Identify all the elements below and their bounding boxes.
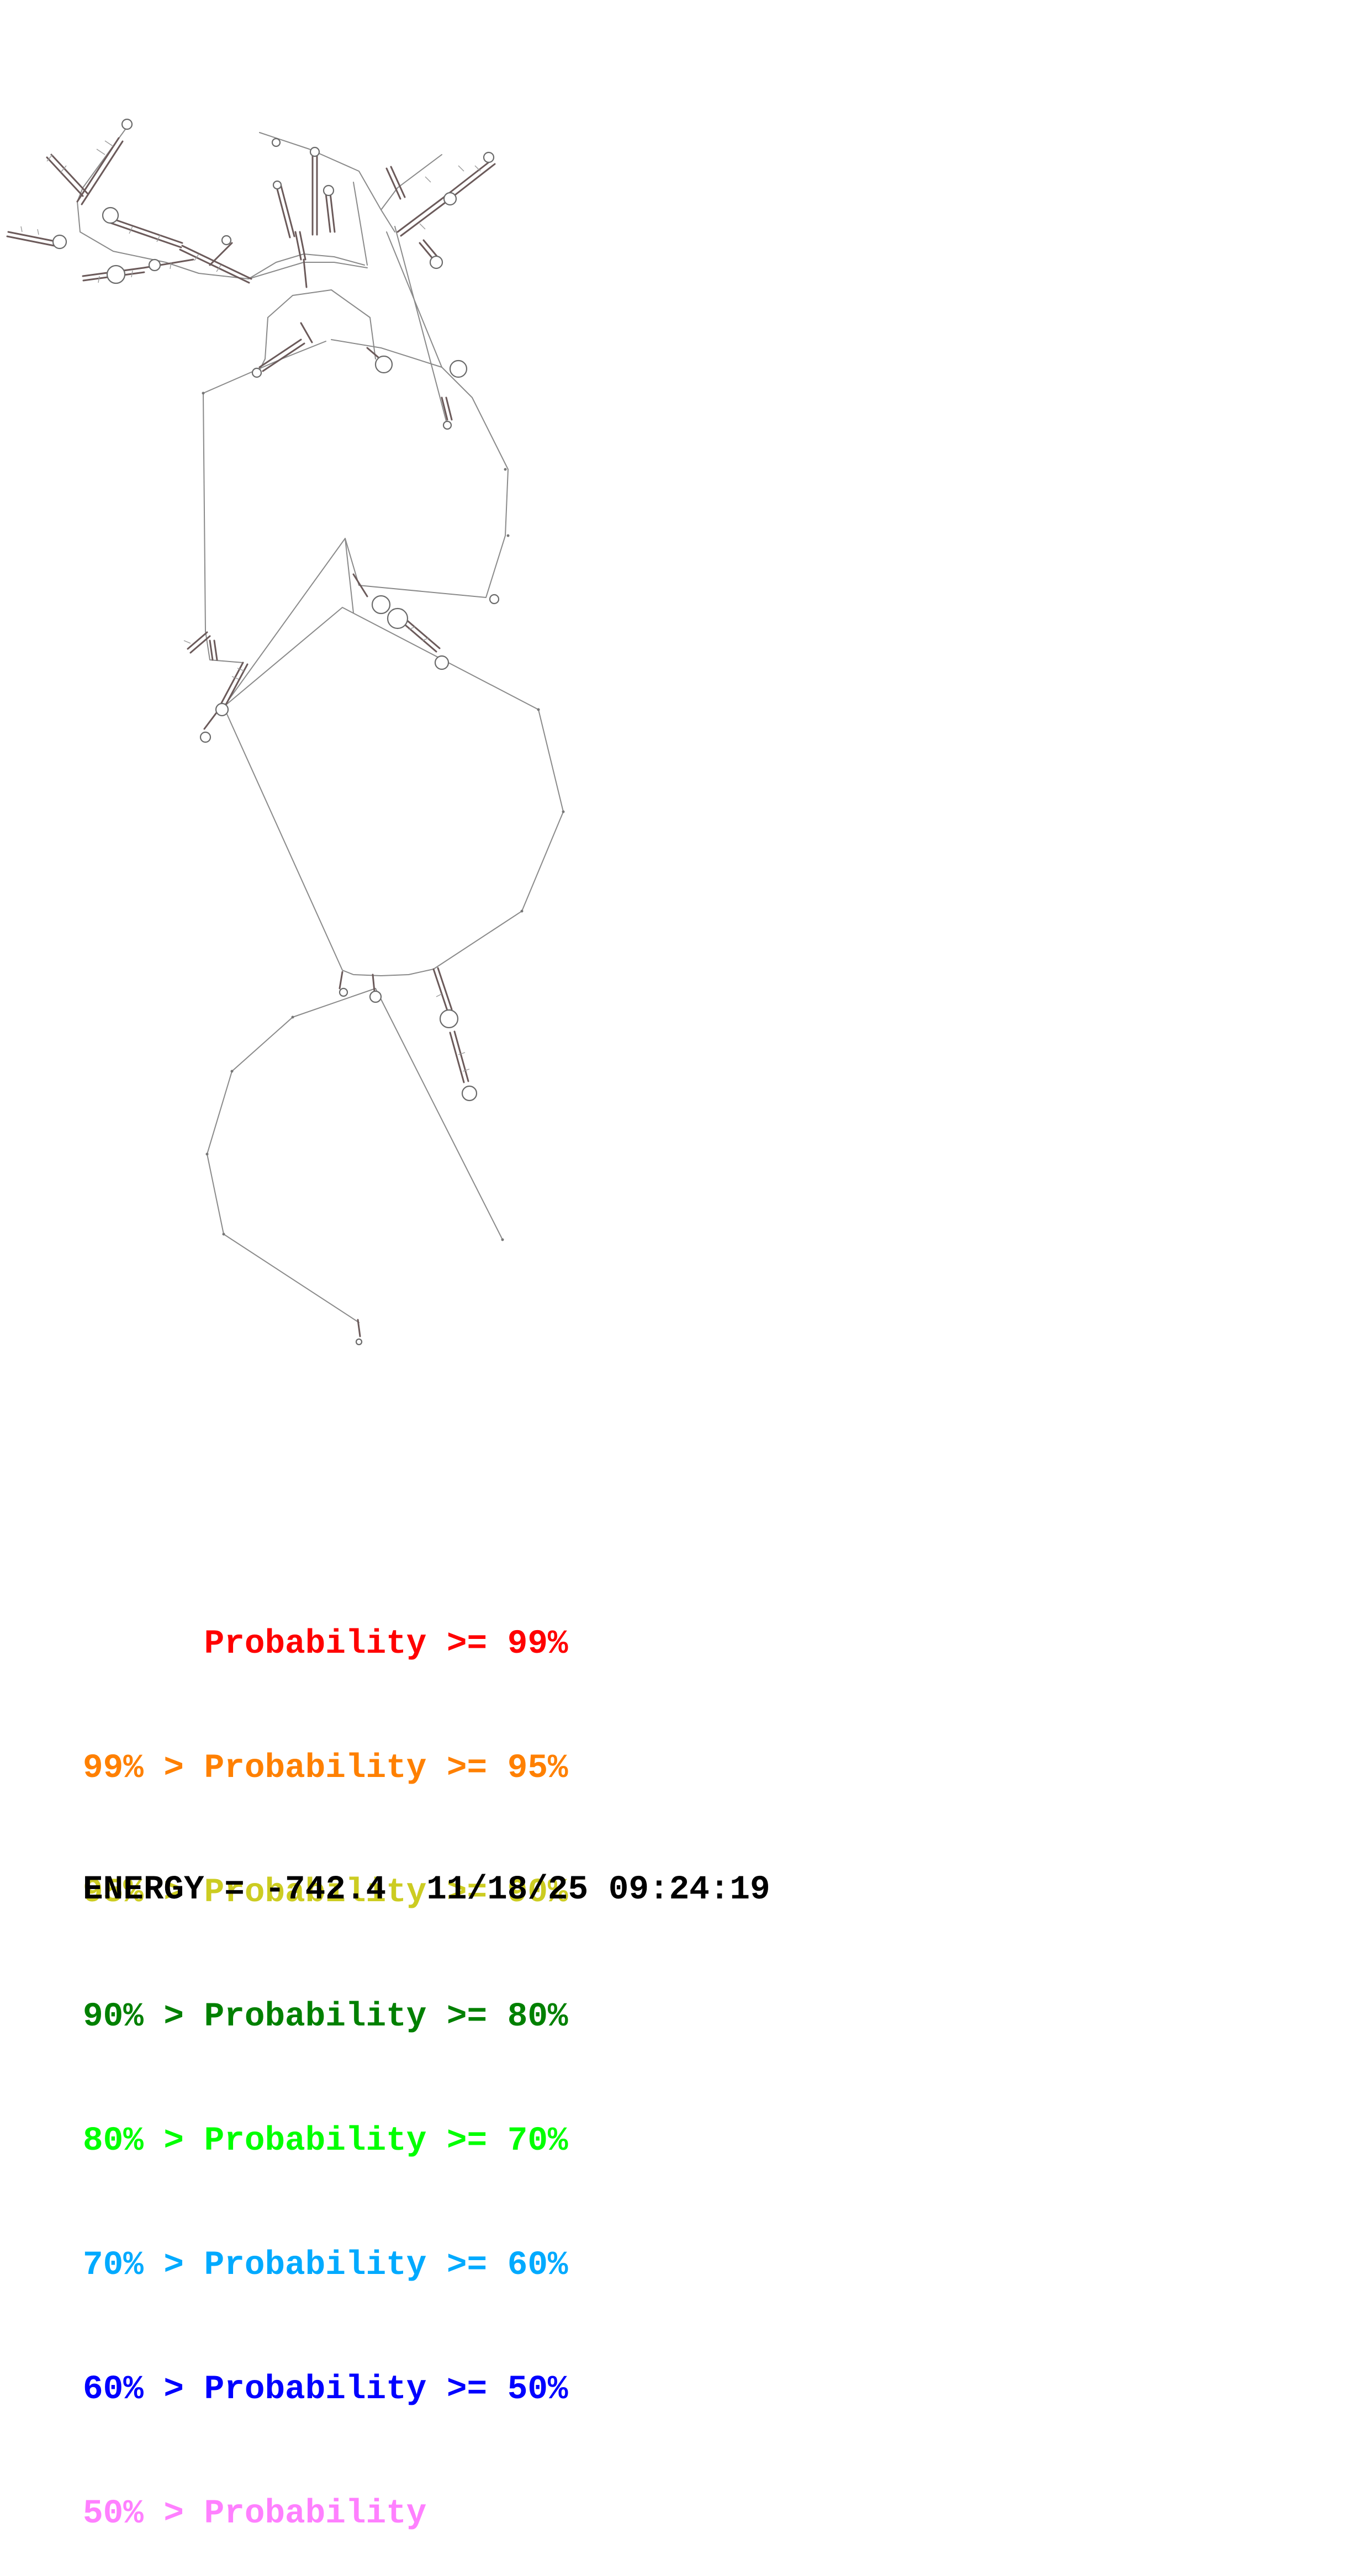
hairpin-loop xyxy=(272,180,282,190)
hairpin-loop xyxy=(52,234,67,250)
helix xyxy=(262,342,305,372)
helix xyxy=(422,239,438,258)
hairpin-loop xyxy=(371,595,391,615)
helix xyxy=(303,258,308,288)
helix xyxy=(179,248,250,284)
helix xyxy=(437,967,453,1011)
helix xyxy=(209,639,214,661)
helix xyxy=(449,1032,465,1083)
junction-dots xyxy=(202,392,565,1241)
hairpin-loop xyxy=(339,987,348,997)
helix xyxy=(432,968,448,1012)
hairpin-loop xyxy=(442,420,452,430)
helix xyxy=(400,202,446,237)
rna-structure-diagram xyxy=(6,118,565,1346)
helix xyxy=(419,242,435,261)
hairpin-loop xyxy=(121,118,133,130)
helix xyxy=(209,242,233,266)
hairpin-loop xyxy=(449,359,468,378)
helix xyxy=(445,396,453,421)
helix xyxy=(224,663,249,707)
helix xyxy=(181,245,252,280)
hairpin-loop xyxy=(102,207,119,224)
hairpin-loop xyxy=(251,367,262,378)
hairpin-loop xyxy=(309,146,320,157)
helix xyxy=(46,156,84,197)
helix xyxy=(279,183,295,237)
hairpin-loop xyxy=(271,137,281,147)
legend-item: 80% > Probability >= 70% xyxy=(83,2122,568,2160)
legend-item: 50% > Probability xyxy=(83,2495,427,2533)
hairpin-loop xyxy=(483,151,495,163)
energy-footer: ENERGY = -742.4 11/18/25 09:24:19 xyxy=(83,1871,770,1909)
helix xyxy=(299,231,306,261)
helix xyxy=(339,971,343,990)
helix xyxy=(258,338,302,368)
helix xyxy=(220,662,244,705)
helix xyxy=(109,217,183,244)
hairpin-loop xyxy=(489,594,500,605)
helix xyxy=(76,137,120,203)
legend-item: 95% > Probability >= 90% xyxy=(83,1874,568,1912)
rna-hairpin-loops xyxy=(52,118,500,1346)
hairpin-loop xyxy=(215,702,229,717)
legend-item: 60% > Probability >= 50% xyxy=(83,2371,568,2409)
hairpin-loop xyxy=(106,265,126,284)
helix xyxy=(6,235,64,248)
helix xyxy=(453,1030,469,1082)
hairpin-loop xyxy=(221,235,232,246)
hairpin-loop xyxy=(443,192,457,206)
helix xyxy=(397,198,443,233)
hairpin-loop xyxy=(199,731,212,743)
legend-item: 99% > Probability >= 95% xyxy=(83,1749,568,1787)
hairpin-loop xyxy=(434,655,450,670)
legend-item: 90% > Probability >= 80% xyxy=(83,1998,568,2036)
helix xyxy=(213,639,218,661)
hairpin-loop xyxy=(355,1338,363,1346)
helix xyxy=(372,974,376,992)
hairpin-loop xyxy=(323,184,335,197)
hairpin-loop xyxy=(148,258,161,272)
legend-item: 70% > Probability >= 60% xyxy=(83,2246,568,2284)
probability-legend: Probability >= 99% 99% > Probability >= … xyxy=(83,1541,568,2576)
base-pair-ticks xyxy=(20,140,481,1072)
hairpin-loop xyxy=(461,1085,478,1102)
helix xyxy=(187,631,208,650)
hairpin-loop xyxy=(374,355,393,374)
helix xyxy=(50,154,88,194)
hairpin-loop xyxy=(439,1009,459,1029)
helix xyxy=(441,396,448,421)
hairpin-loop xyxy=(387,607,409,630)
helix xyxy=(108,221,182,248)
legend-item: Probability >= 99% xyxy=(83,1625,568,1663)
helix xyxy=(294,231,302,261)
helix xyxy=(357,1319,361,1337)
hairpin-loop xyxy=(369,990,382,1003)
helix xyxy=(385,167,401,200)
helix xyxy=(81,140,124,205)
rna-helices xyxy=(6,137,496,1337)
helix xyxy=(300,322,313,343)
helix xyxy=(352,573,368,597)
helix xyxy=(325,192,331,233)
helix xyxy=(275,184,291,239)
rna-backbone xyxy=(77,126,564,1323)
helix xyxy=(390,166,406,198)
helix xyxy=(329,192,336,233)
hairpin-loop xyxy=(429,255,443,269)
helix xyxy=(189,635,211,654)
